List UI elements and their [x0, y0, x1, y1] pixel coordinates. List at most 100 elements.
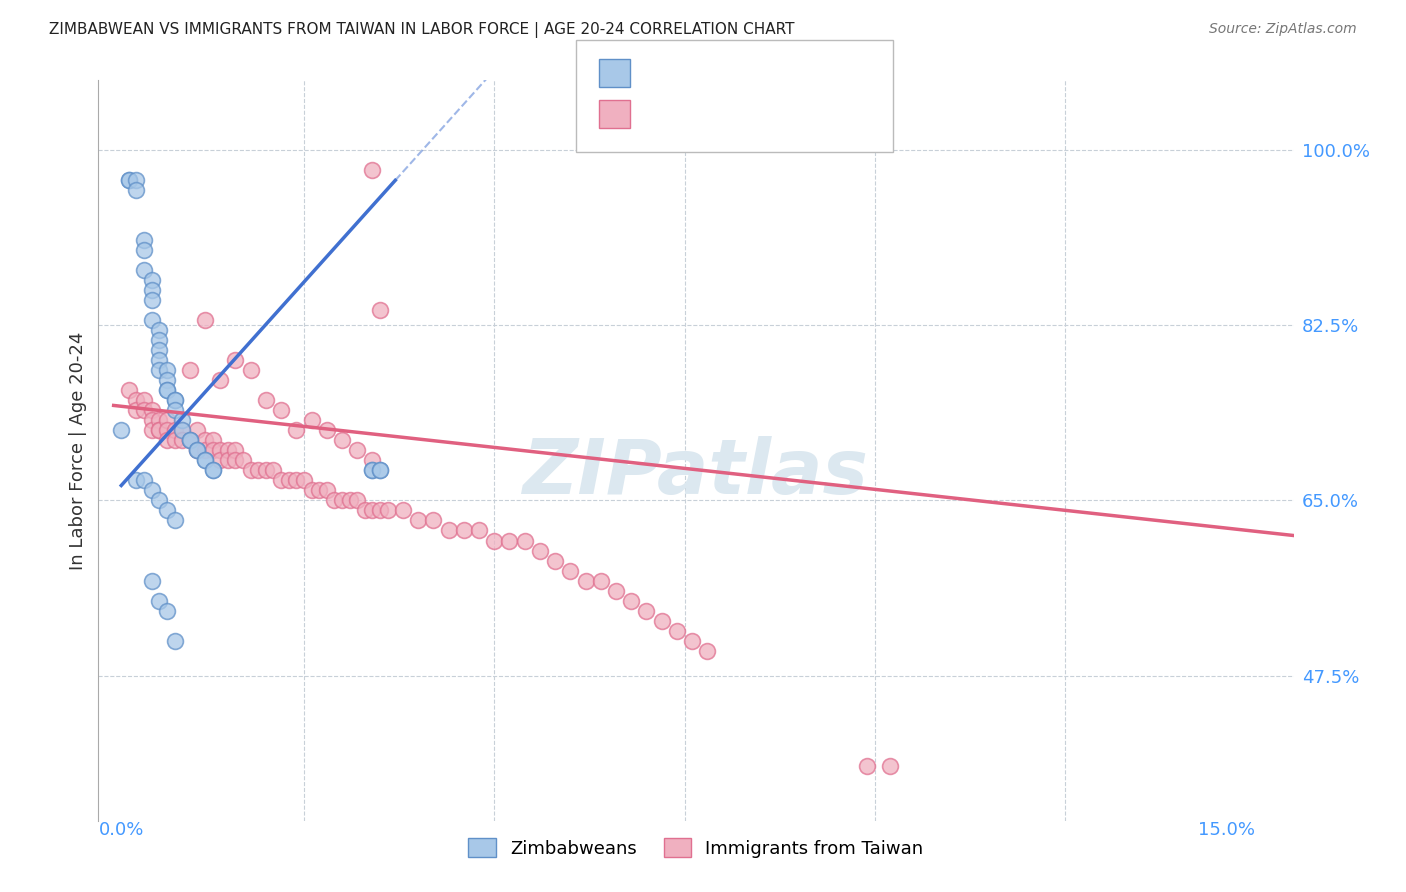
Point [368, 463, 391, 477]
Point [163, 393, 186, 408]
Point [141, 273, 163, 287]
Point [323, 493, 346, 508]
Point [217, 453, 239, 467]
Point [224, 353, 246, 368]
Text: ZIPatlas: ZIPatlas [523, 435, 869, 509]
Point [148, 413, 170, 427]
Point [172, 424, 194, 438]
Point [574, 574, 596, 588]
Point [186, 424, 208, 438]
Point [560, 564, 582, 578]
Point [224, 443, 246, 458]
Point [156, 434, 179, 448]
Text: 0.0%: 0.0% [98, 821, 143, 838]
Point [194, 313, 217, 327]
Point [339, 493, 361, 508]
Point [437, 524, 460, 538]
Point [148, 593, 170, 607]
Point [247, 463, 270, 477]
Point [156, 384, 179, 398]
Point [589, 574, 612, 588]
Point [132, 244, 155, 258]
Point [156, 384, 179, 398]
Point [125, 403, 148, 417]
Point [141, 403, 163, 417]
Point [361, 163, 384, 178]
Point [232, 453, 254, 467]
Point [156, 424, 179, 438]
Point [681, 633, 703, 648]
Point [346, 443, 368, 458]
Point [125, 183, 148, 197]
Point [141, 483, 163, 498]
Point [141, 293, 163, 308]
Text: Source: ZipAtlas.com: Source: ZipAtlas.com [1209, 22, 1357, 37]
Point [156, 363, 179, 377]
Point [148, 353, 170, 368]
Point [406, 514, 429, 528]
Point [141, 413, 163, 427]
Point [118, 173, 141, 187]
Point [110, 424, 132, 438]
Point [194, 434, 217, 448]
Point [346, 493, 368, 508]
Point [361, 503, 384, 517]
Point [513, 533, 536, 548]
Point [270, 403, 292, 417]
Point [239, 363, 262, 377]
Point [132, 233, 155, 247]
Point [156, 603, 179, 617]
Point [141, 424, 163, 438]
Point [301, 483, 323, 498]
Point [696, 643, 718, 657]
Text: R = -0.294   N = 90: R = -0.294 N = 90 [640, 105, 831, 123]
Point [209, 373, 232, 387]
Point [292, 474, 315, 488]
Point [353, 503, 375, 517]
Point [179, 363, 201, 377]
Point [148, 424, 170, 438]
Point [179, 434, 201, 448]
Point [254, 463, 277, 477]
Point [125, 393, 148, 408]
Point [605, 583, 627, 598]
Point [301, 413, 323, 427]
Point [141, 284, 163, 298]
Point [125, 173, 148, 187]
Y-axis label: In Labor Force | Age 20-24: In Labor Force | Age 20-24 [69, 331, 87, 570]
Point [665, 624, 688, 638]
Point [148, 323, 170, 337]
Point [209, 443, 232, 458]
Point [651, 614, 673, 628]
Point [163, 514, 186, 528]
Point [179, 434, 201, 448]
Point [132, 393, 155, 408]
Point [132, 403, 155, 417]
Legend: Zimbabweans, Immigrants from Taiwan: Zimbabweans, Immigrants from Taiwan [461, 831, 931, 865]
Point [484, 533, 506, 548]
Point [361, 463, 384, 477]
Point [148, 424, 170, 438]
Point [141, 574, 163, 588]
Point [254, 393, 277, 408]
Point [856, 758, 879, 772]
Point [179, 434, 201, 448]
Point [468, 524, 491, 538]
Point [163, 393, 186, 408]
Point [308, 483, 330, 498]
Point [172, 413, 194, 427]
Point [330, 434, 353, 448]
Point [118, 384, 141, 398]
Point [217, 443, 239, 458]
Point [148, 334, 170, 348]
Point [186, 443, 208, 458]
Point [163, 434, 186, 448]
Point [879, 758, 901, 772]
Point [529, 543, 551, 558]
Point [285, 424, 308, 438]
Point [201, 443, 224, 458]
Point [172, 434, 194, 448]
Point [194, 453, 217, 467]
Point [453, 524, 475, 538]
Point [141, 313, 163, 327]
